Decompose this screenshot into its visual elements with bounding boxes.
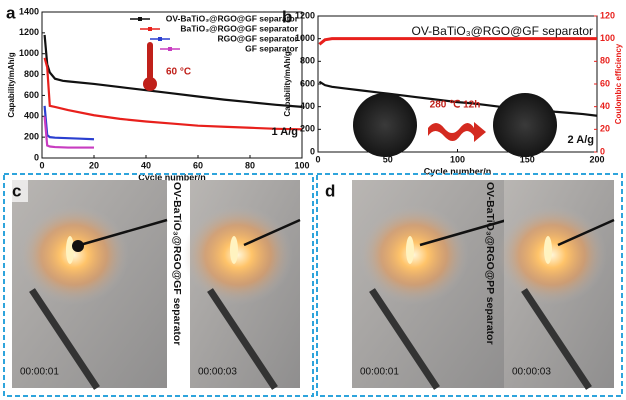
legend-label: BaTiO₃@RGO@GF separator: [180, 23, 298, 33]
annotation: 60 °C: [166, 67, 191, 78]
legend-marker: [138, 17, 142, 21]
y-tick-label: 200: [24, 132, 39, 142]
y2-tick-label: 100: [600, 33, 615, 43]
y-tick-label: 400: [24, 111, 39, 121]
x-tick-label: 100: [450, 154, 465, 164]
flame: [406, 236, 414, 264]
panel-label: c: [12, 181, 21, 200]
x-tick-label: 0: [315, 154, 320, 164]
y-tick-label: 0: [310, 146, 315, 156]
legend-label: GF separator: [245, 43, 299, 53]
y-axis-label: Capability/mAh/g: [283, 51, 292, 116]
thermometer-bulb: [143, 77, 157, 91]
y2-tick-label: 20: [600, 124, 610, 134]
flame: [66, 236, 74, 264]
legend-label: OV-BaTiO₃@RGO@GF separator: [166, 13, 299, 23]
series-line: [319, 39, 597, 45]
x-tick-label: 20: [89, 160, 99, 170]
panel-label: b: [282, 7, 292, 26]
panel-label: d: [325, 181, 335, 200]
legend-label: RGO@GF separator: [217, 33, 298, 43]
timestamp: 00:00:01: [20, 367, 59, 378]
timestamp: 00:00:03: [198, 367, 237, 378]
legend-marker: [158, 37, 162, 41]
annotation: 280 ℃ 12h: [430, 100, 481, 111]
annotation: 2 A/g: [568, 134, 595, 146]
y2-tick-label: 40: [600, 101, 610, 111]
y-tick-label: 800: [24, 69, 39, 79]
disc-after: [493, 93, 557, 157]
y-tick-label: 200: [300, 124, 315, 134]
timestamp: 00:00:01: [360, 367, 399, 378]
x-tick-label: 200: [589, 154, 604, 164]
y2-tick-label: 60: [600, 78, 610, 88]
y-tick-label: 1200: [19, 27, 39, 37]
y-tick-label: 0: [34, 152, 39, 162]
timestamp: 00:00:03: [512, 367, 551, 378]
sample: [72, 240, 84, 252]
y-tick-label: 800: [300, 56, 315, 66]
y-tick-label: 400: [300, 101, 315, 111]
y-tick-label: 600: [24, 90, 39, 100]
chart-title: OV-BaTiO₃@RGO@GF separator: [411, 24, 593, 38]
y2-tick-label: 80: [600, 56, 610, 66]
flame-glow: [183, 205, 293, 305]
caption: OV-BaTiO₃@RGO@PP separator: [484, 182, 496, 345]
x-tick-label: 40: [141, 160, 151, 170]
series-line: [45, 116, 94, 147]
x-tick-label: 100: [294, 160, 309, 170]
legend-marker: [168, 47, 172, 51]
x-tick-label: 80: [245, 160, 255, 170]
y-tick-label: 1000: [19, 48, 39, 58]
annotation: 1 A/g: [272, 126, 299, 138]
flame: [230, 236, 238, 264]
inset-decoration: [143, 42, 557, 157]
disc-before: [353, 93, 417, 157]
y-axis-label: Capability/mAh/g: [7, 52, 16, 117]
y2-tick-label: 120: [600, 10, 615, 20]
figure: 0200400600800100012001400020406080100Cyc…: [0, 0, 626, 400]
flame: [544, 236, 552, 264]
x-tick-label: 60: [193, 160, 203, 170]
panel-label: a: [6, 3, 16, 22]
x-tick-label: 0: [39, 160, 44, 170]
y2-axis-label: Coulombic efficiency: [614, 43, 623, 124]
legend-marker: [148, 27, 152, 31]
arrow: [428, 122, 486, 142]
page: {"chart_data": [ {"type": "line", "panel…: [0, 0, 626, 400]
caption: OV-BaTiO₃@RGO@GF separator: [171, 182, 183, 345]
y-tick-label: 1400: [19, 6, 39, 16]
y-tick-label: 600: [300, 78, 315, 88]
flame-glow: [497, 205, 607, 305]
thermometer: [147, 42, 153, 80]
